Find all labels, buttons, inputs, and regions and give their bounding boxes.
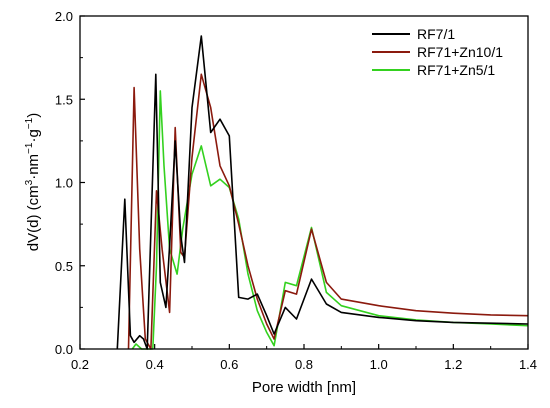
legend-label-rf7-1: RF7/1 <box>417 26 455 42</box>
x-tick-label: 0.6 <box>220 357 238 372</box>
series-layer <box>116 35 529 350</box>
y-tick-label: 1.0 <box>55 176 73 191</box>
x-tick-label: 0.4 <box>146 357 164 372</box>
y-axis-title-superscript: 3 <box>24 179 35 185</box>
series-line-rf7-1 <box>116 35 529 350</box>
legend-label-rf71-zn10-1: RF71+Zn10/1 <box>417 44 503 60</box>
y-axis-title-part: dV(d) (cm <box>25 185 42 251</box>
y-axis-title-part: ·nm <box>25 154 42 180</box>
x-tick-label: 0.8 <box>295 357 313 372</box>
y-axis-title-part: ·g <box>25 129 42 142</box>
y-axis-title: dV(d) (cm3·nm−1·g−1) <box>24 113 42 251</box>
y-axis-title-part: ) <box>25 113 42 118</box>
x-axis-title: Pore width [nm] <box>252 379 356 396</box>
tick-layer: 0.2 0.4 0.6 0.8 1.0 1.2 1.4 0.0 0.5 1.0 1.5 2.0 <box>55 9 537 372</box>
legend: RF7/1 RF71+Zn10/1 RF71+Zn5/1 <box>372 26 503 78</box>
y-axis-title-superscript: −1 <box>24 117 35 129</box>
y-axis-title-superscript: −1 <box>24 142 35 154</box>
legend-label-rf71-zn5-1: RF71+Zn5/1 <box>417 62 495 78</box>
x-tick-label: 1.2 <box>444 357 462 372</box>
y-tick-label: 2.0 <box>55 9 73 24</box>
y-tick-label: 0.0 <box>55 342 73 357</box>
y-tick-label: 1.5 <box>55 92 73 107</box>
x-tick-label: 1.0 <box>370 357 388 372</box>
x-tick-label: 1.4 <box>519 357 537 372</box>
y-tick-label: 0.5 <box>55 259 73 274</box>
series-line-rf71-zn10-1 <box>127 73 529 350</box>
x-tick-label: 0.2 <box>71 357 89 372</box>
